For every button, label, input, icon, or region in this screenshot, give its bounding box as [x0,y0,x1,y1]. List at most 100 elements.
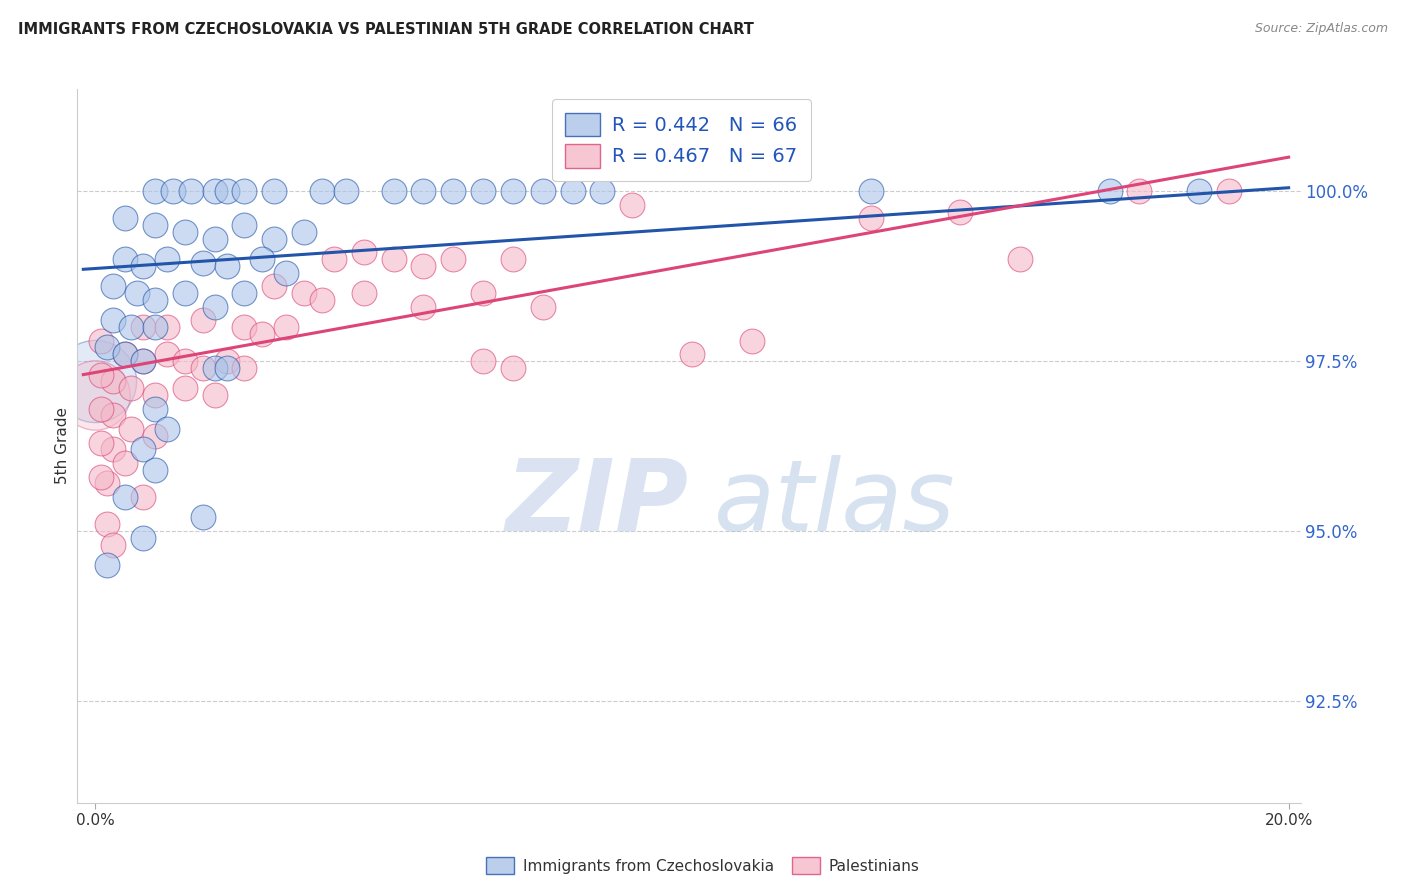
Point [382,252,405,266]
Point [143,388,166,402]
Point [114,347,136,361]
Point [132,442,155,457]
Point [215,184,238,198]
Point [531,184,554,198]
Point [90,368,112,382]
Point [311,293,333,307]
Point [143,429,166,443]
Point [252,252,274,266]
Point [1128,184,1150,198]
Point [233,360,256,375]
Point [204,360,226,375]
Point [292,225,315,239]
Point [173,354,195,368]
Point [472,354,495,368]
Point [353,245,375,260]
Point [191,313,214,327]
Point [114,490,136,504]
Point [263,184,285,198]
Point [90,401,112,416]
Legend: R = 0.442   N = 66, R = 0.467   N = 67: R = 0.442 N = 66, R = 0.467 N = 67 [553,99,811,181]
Point [96,476,118,491]
Point [681,347,703,361]
Point [859,211,882,226]
Point [96,558,118,572]
Text: ZIP: ZIP [506,455,689,551]
Point [412,259,434,273]
Point [143,463,166,477]
Point [502,184,524,198]
Point [156,320,179,334]
Point [472,286,495,301]
Point [233,286,256,301]
Point [276,266,298,280]
Point [132,531,155,545]
Point [1218,184,1240,198]
Point [120,422,142,436]
Point [156,252,179,266]
Point [101,375,124,389]
Point [114,456,136,470]
Point [441,252,464,266]
Point [101,409,124,423]
Point [84,388,107,402]
Point [204,184,226,198]
Point [949,204,972,219]
Point [84,375,107,389]
Point [132,354,155,368]
Point [441,184,464,198]
Point [96,341,118,355]
Point [412,300,434,314]
Point [1098,184,1121,198]
Point [143,184,166,198]
Point [1188,184,1211,198]
Point [101,313,124,327]
Point [292,286,315,301]
Point [621,198,644,212]
Point [263,232,285,246]
Point [191,360,214,375]
Point [101,537,124,551]
Point [90,469,112,483]
Point [101,279,124,293]
Point [191,510,214,524]
Point [191,255,214,269]
Point [120,381,142,395]
Point [173,225,195,239]
Point [173,381,195,395]
Point [132,354,155,368]
Point [252,326,274,341]
Point [180,184,202,198]
Point [101,442,124,457]
Point [215,259,238,273]
Point [502,252,524,266]
Point [156,422,179,436]
Point [143,218,166,232]
Point [353,286,375,301]
Point [156,347,179,361]
Point [132,259,155,273]
Text: IMMIGRANTS FROM CZECHOSLOVAKIA VS PALESTINIAN 5TH GRADE CORRELATION CHART: IMMIGRANTS FROM CZECHOSLOVAKIA VS PALEST… [18,22,754,37]
Point [1010,252,1032,266]
Point [173,286,195,301]
Y-axis label: 5th Grade: 5th Grade [55,408,70,484]
Point [114,252,136,266]
Point [120,320,142,334]
Point [114,347,136,361]
Point [233,218,256,232]
Point [215,354,238,368]
Point [859,184,882,198]
Point [233,320,256,334]
Point [263,279,285,293]
Point [502,360,524,375]
Point [114,211,136,226]
Point [335,184,357,198]
Legend: Immigrants from Czechoslovakia, Palestinians: Immigrants from Czechoslovakia, Palestin… [479,851,927,880]
Point [143,320,166,334]
Point [311,184,333,198]
Point [472,184,495,198]
Point [204,300,226,314]
Point [382,184,405,198]
Point [162,184,184,198]
Point [204,388,226,402]
